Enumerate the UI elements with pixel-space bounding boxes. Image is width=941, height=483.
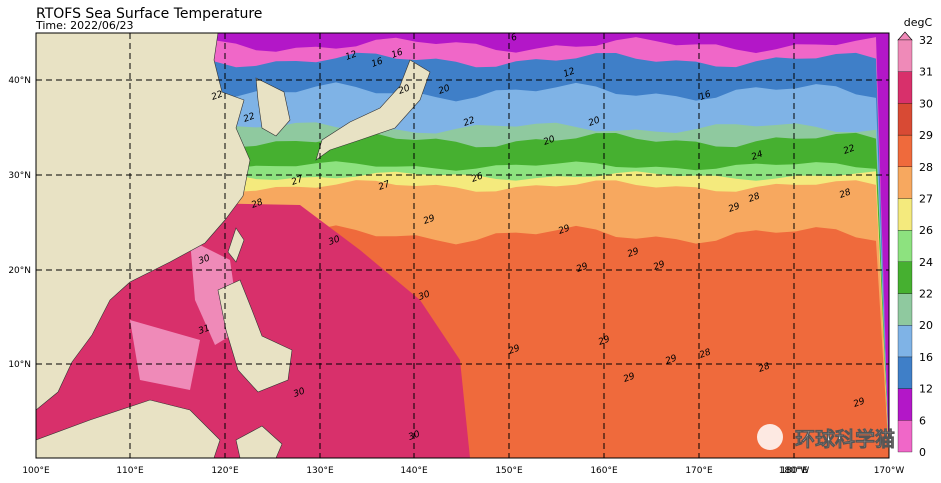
lon-label: 160°E	[590, 466, 618, 476]
colorbar-segment	[897, 198, 913, 231]
contour-label: 31	[197, 323, 211, 336]
contour-label: 27	[290, 174, 304, 187]
overlay: 100°E 110°E 120°E 130°E 140°E 150°E 160°E 170°E…	[8, 16, 933, 476]
colorbar-label: 24	[919, 256, 933, 269]
contour-label: 29	[852, 396, 866, 409]
contour-label: 29	[626, 246, 640, 259]
colorbar-label: 6	[919, 414, 926, 427]
colorbar-segment	[897, 325, 913, 358]
contour-label: 12	[344, 49, 358, 62]
colorbar-label: 0	[919, 446, 926, 459]
contour-label: 29	[507, 343, 521, 356]
lon-label: 150°E	[495, 466, 523, 476]
contour-label: 30	[292, 386, 306, 399]
lat-label: 10°N	[8, 360, 31, 370]
colorbar-unit: degC	[904, 16, 933, 29]
contour-label: 24	[750, 149, 764, 162]
map-frame	[35, 32, 890, 459]
contour-label: 29	[597, 334, 611, 347]
colorbar-segment	[897, 134, 913, 167]
colorbar-label: 20	[919, 319, 933, 332]
colorbar-segment	[897, 356, 913, 389]
colorbar-segment	[897, 293, 913, 326]
contour-label: 22	[242, 111, 256, 124]
colorbar-label: 28	[919, 161, 933, 174]
colorbar-label: 12	[919, 383, 933, 396]
colorbar-segment	[897, 39, 913, 72]
colorbar-segment	[897, 166, 913, 199]
lon-label: 130°E	[306, 466, 334, 476]
lon-label: 140°E	[400, 466, 428, 476]
contour-label: 27	[377, 179, 391, 192]
contour-label: 28	[250, 197, 264, 210]
contour-label: 29	[727, 201, 741, 214]
contour-label: 20	[542, 134, 556, 147]
contour-label: 16	[698, 89, 712, 102]
lat-label: 30°N	[8, 171, 31, 181]
colorbar-label: 31	[919, 66, 933, 79]
watermark: 环球科学猫	[795, 427, 895, 451]
contour-label: 29	[652, 259, 666, 272]
contour-label: 6	[510, 32, 519, 43]
contour-label: 29	[664, 353, 678, 366]
contour-label: 22	[462, 115, 476, 128]
lat-label: 20°N	[8, 266, 31, 276]
contour-label: 20	[437, 83, 451, 96]
contour-label: 28	[757, 361, 771, 374]
contour-label: 28	[747, 191, 761, 204]
colorbar-label: 27	[919, 192, 933, 205]
contour-label: 30	[197, 253, 211, 266]
lon-label: 120°E	[211, 466, 239, 476]
lon-label: 100°E	[22, 466, 50, 476]
contour-label: 22	[842, 143, 856, 156]
colorbar-segment	[897, 261, 913, 294]
colorbar-segment	[897, 420, 913, 453]
contour-label: 16	[370, 56, 384, 69]
contour-label: 26	[470, 171, 484, 184]
contour-label: 30	[407, 429, 421, 442]
lon-label: 170°W	[874, 466, 905, 476]
colorbar-label: 30	[919, 97, 933, 110]
contour-label: 20	[587, 115, 601, 128]
colorbar-segment	[897, 388, 913, 421]
colorbar-segment	[897, 71, 913, 104]
contour-label: 22	[210, 89, 224, 102]
sst-warm-core	[130, 320, 200, 390]
contour-label: 28	[838, 187, 852, 200]
contour-label: 30	[417, 289, 431, 302]
lon-label: 180°E	[780, 466, 808, 476]
contour-label: 12	[562, 66, 576, 79]
colorbar-segment	[897, 230, 913, 262]
colorbar-label: 29	[919, 129, 933, 142]
colorbar-segment	[897, 103, 913, 136]
contour-label: 20	[397, 83, 411, 96]
lon-label: 110°E	[116, 466, 144, 476]
colorbar-label: 22	[919, 288, 933, 301]
contour-label: 29	[622, 371, 636, 384]
lon-label: 180°W	[779, 466, 810, 476]
contour-label: 29	[575, 261, 589, 274]
lat-label: 40°N	[8, 76, 31, 86]
contour-label: 29	[422, 213, 436, 226]
colorbar-label: 32	[919, 34, 933, 47]
colorbar-cap	[897, 31, 913, 41]
sst-field	[36, 33, 889, 458]
contour-label: 30	[327, 234, 341, 247]
title: RTOFS Sea Surface Temperature	[36, 6, 262, 22]
contour-label: 28	[698, 347, 712, 360]
lon-label: 170°E	[685, 466, 713, 476]
contour-label: 29	[557, 223, 571, 236]
contour-label: 16	[390, 47, 404, 60]
colorbar-label: 16	[919, 351, 933, 364]
watermark-icon	[757, 424, 783, 450]
time: Time: 2022/06/23	[35, 19, 134, 32]
colorbar-label: 26	[919, 224, 933, 237]
